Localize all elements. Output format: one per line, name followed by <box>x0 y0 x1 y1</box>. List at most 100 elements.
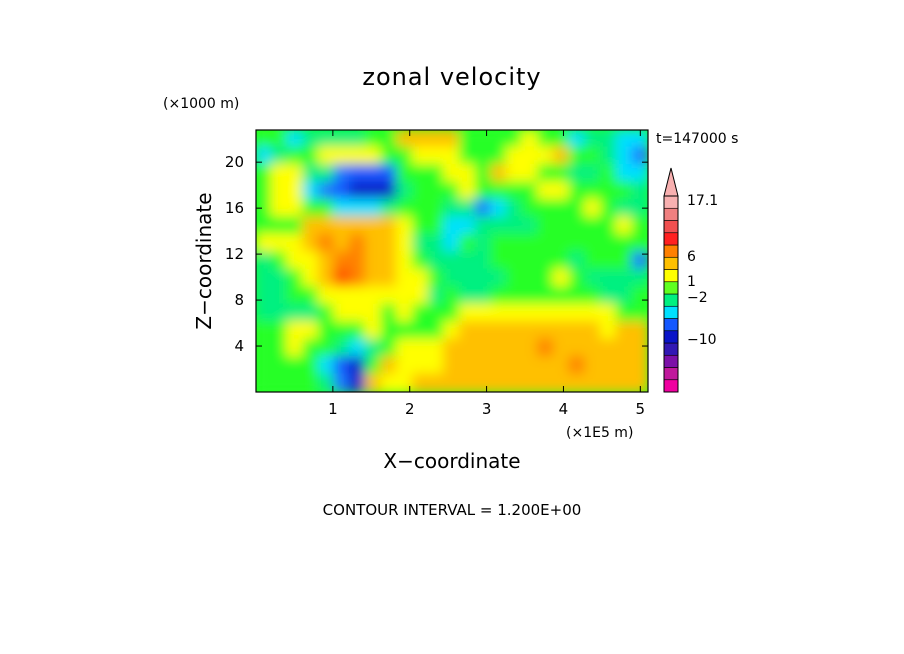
heatmap-cell <box>490 216 508 236</box>
heatmap-cell <box>537 321 555 341</box>
heatmap-cell <box>364 373 383 392</box>
heatmap-cell <box>286 146 305 166</box>
heatmap-cell <box>505 216 524 236</box>
heatmap-cell <box>505 251 524 271</box>
colorbar-label: −2 <box>687 290 708 306</box>
heatmap-cell <box>396 356 414 376</box>
heatmap-cell <box>317 146 336 166</box>
heatmap-cell <box>364 198 383 219</box>
colorbar-extension-arrow <box>663 167 679 197</box>
x-tick-label: 2 <box>405 400 415 418</box>
heatmap-cell <box>380 198 399 219</box>
heatmap-cell <box>599 268 618 289</box>
heatmap-cell <box>256 268 273 289</box>
heatmap-cell <box>584 373 602 392</box>
heatmap-cell <box>286 321 305 341</box>
heatmap-cell <box>333 198 352 219</box>
heatmap-cell <box>317 373 336 392</box>
heatmap-cell <box>458 303 477 324</box>
heatmap-cell <box>474 286 493 306</box>
heatmap-cell <box>568 251 587 271</box>
heatmap-cell <box>568 181 587 201</box>
heatmap-cell <box>317 163 336 184</box>
heatmap-cell <box>317 181 336 201</box>
heatmap-cell <box>302 303 320 324</box>
heatmap-cell <box>349 146 367 166</box>
heatmap-cell <box>631 181 648 201</box>
heatmap-cell <box>490 268 508 289</box>
heatmap-cell <box>568 286 587 306</box>
x-tick-label: 4 <box>559 400 569 418</box>
heatmap-cell <box>584 163 602 184</box>
heatmap-cell <box>364 356 383 376</box>
heatmap-cell <box>256 216 273 236</box>
heatmap-cell <box>256 198 273 219</box>
heatmap-cell <box>458 198 477 219</box>
heatmap-cell <box>270 146 289 166</box>
heatmap-cell <box>286 303 305 324</box>
colorbar-swatch <box>663 342 679 356</box>
heatmap-cell <box>349 303 367 324</box>
heatmap-cell <box>537 216 555 236</box>
heatmap-cell <box>380 356 399 376</box>
heatmap-cell <box>256 356 273 376</box>
heatmap-cell <box>256 181 273 201</box>
heatmap-cell <box>443 216 461 236</box>
x-axis: 1 2 3 4 5 <box>328 130 645 418</box>
heatmap-cell <box>631 268 648 289</box>
x-axis-label: X−coordinate <box>383 449 520 473</box>
y-axis: 4 8 12 16 20 <box>225 153 648 355</box>
heatmap-cell <box>364 286 383 306</box>
heatmap-cell <box>286 268 305 289</box>
heatmap-cell <box>427 338 446 359</box>
heatmap-cell <box>521 338 540 359</box>
heatmap-cell <box>490 130 508 149</box>
heatmap-cell <box>490 251 508 271</box>
heatmap-cell <box>521 198 540 219</box>
heatmap-cell <box>286 338 305 359</box>
heatmap-cell <box>317 338 336 359</box>
heatmap-cell <box>568 338 587 359</box>
heatmap-cell <box>584 356 602 376</box>
heatmap-cell <box>411 356 430 376</box>
heatmap-cell <box>256 303 273 324</box>
heatmap-cell <box>411 163 430 184</box>
heatmap-cell <box>396 286 414 306</box>
colorbar-label: 1 <box>687 274 696 290</box>
heatmap-cell <box>380 146 399 166</box>
heatmap-cell <box>443 251 461 271</box>
heatmap-cell <box>599 286 618 306</box>
heatmap-cell <box>584 181 602 201</box>
y-tick-label: 20 <box>225 153 244 171</box>
heatmap-cell <box>302 356 320 376</box>
heatmap-cell <box>615 286 634 306</box>
heatmap-cell <box>396 321 414 341</box>
heatmap-cell <box>505 198 524 219</box>
heatmap-cell <box>411 286 430 306</box>
heatmap-cell <box>458 286 477 306</box>
heatmap-cell <box>396 233 414 254</box>
heatmap-cell <box>490 303 508 324</box>
heatmap-cell <box>458 181 477 201</box>
heatmap-cell <box>568 356 587 376</box>
colorbar-swatch <box>663 232 679 246</box>
heatmap-cell <box>256 286 273 306</box>
heatmap-cell <box>333 356 352 376</box>
heatmap-cell <box>631 356 648 376</box>
heatmap-cell <box>270 268 289 289</box>
heatmap-cell <box>568 216 587 236</box>
heatmap-cell <box>349 268 367 289</box>
heatmap-cell <box>380 303 399 324</box>
heatmap-cell <box>333 181 352 201</box>
heatmap-cell <box>568 130 587 149</box>
heatmap-cell <box>270 181 289 201</box>
heatmap-cell <box>537 373 555 392</box>
heatmap-cell <box>270 233 289 254</box>
heatmap-cell <box>396 146 414 166</box>
heatmap-cell <box>474 251 493 271</box>
heatmap-cell <box>396 338 414 359</box>
colorbar-swatch <box>663 367 679 381</box>
heatmap-cell <box>615 303 634 324</box>
heatmap-cell <box>302 216 320 236</box>
